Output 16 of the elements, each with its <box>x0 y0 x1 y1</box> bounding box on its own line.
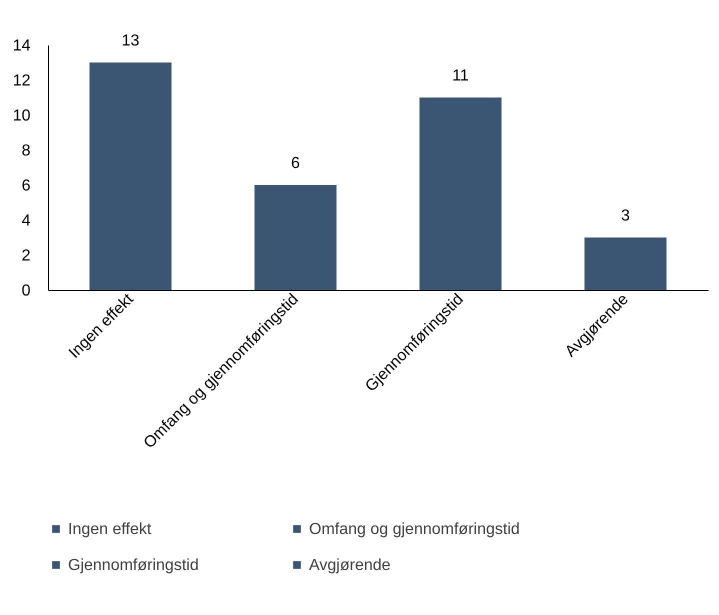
legend-label: Ingen effekt <box>68 521 152 538</box>
y-tick-label: 2 <box>22 248 31 264</box>
legend-label: Gjennomføringstid <box>68 557 199 574</box>
y-tick-label: 6 <box>22 178 31 194</box>
y-tick-label: 4 <box>22 212 31 230</box>
y-tick-label: 8 <box>22 142 31 160</box>
y-tick-label: 12 <box>12 72 31 90</box>
data-label: 3 <box>621 208 630 224</box>
data-label: 13 <box>122 32 140 50</box>
legend-label: Omfang og gjennomføringstid <box>309 521 520 538</box>
data-label: 11 <box>452 68 469 84</box>
y-tick-label: 0 <box>22 282 31 300</box>
y-tick-label: 14 <box>12 38 31 54</box>
y-tick-label: 10 <box>12 108 31 124</box>
legend-label: Avgjørende <box>309 557 391 574</box>
data-label: 6 <box>291 155 300 172</box>
